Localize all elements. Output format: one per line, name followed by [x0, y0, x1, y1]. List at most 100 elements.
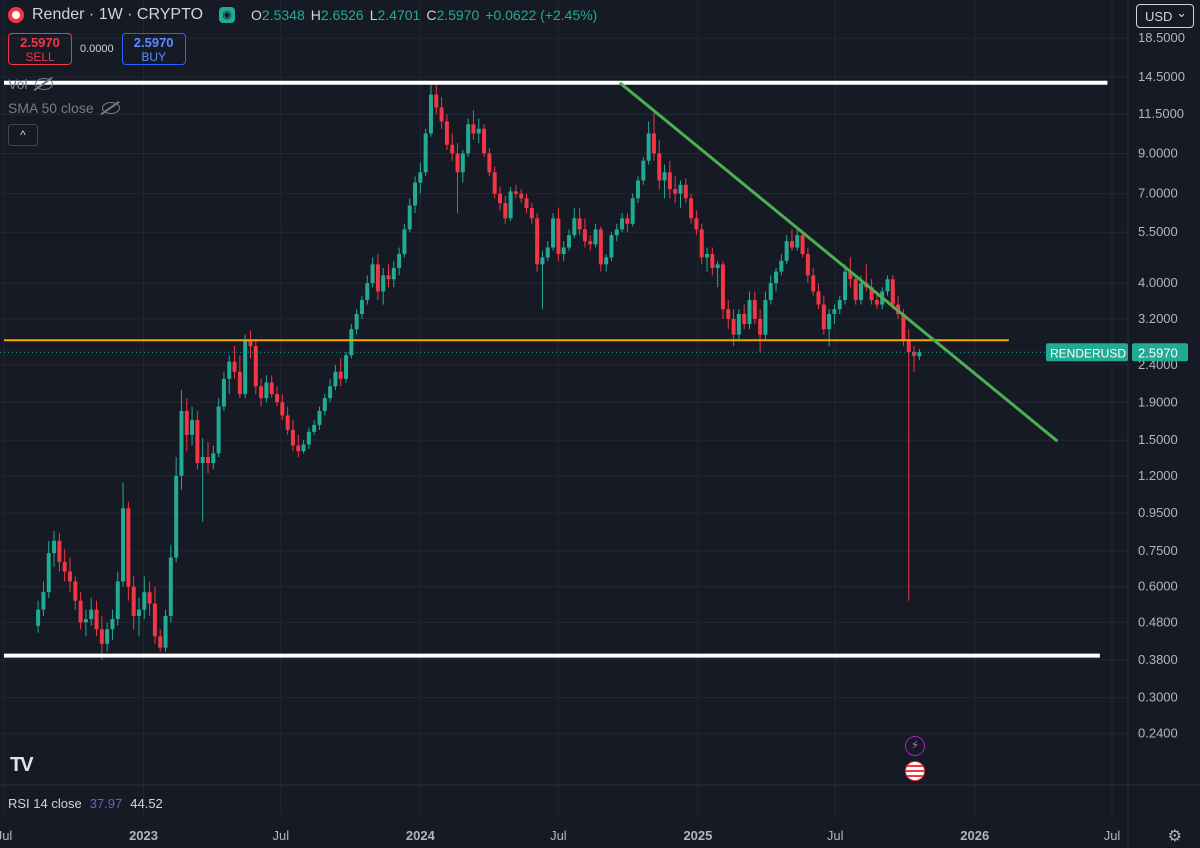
candle-body	[460, 153, 465, 173]
candle-body	[359, 300, 364, 314]
candle-body	[508, 191, 513, 219]
candle-body	[529, 207, 534, 219]
candle-body	[784, 241, 789, 261]
y-tick-label: 14.5000	[1138, 69, 1185, 84]
candle-body	[742, 313, 747, 324]
symbol-badge	[1046, 343, 1128, 362]
candle-body	[705, 254, 710, 258]
candle-body	[710, 254, 715, 268]
x-tick-label: Jul	[550, 828, 567, 843]
candle-body	[163, 615, 168, 648]
candle-body	[858, 283, 863, 301]
tradingview-logo-icon[interactable]: TV	[10, 754, 34, 776]
y-tick-label: 0.2400	[1138, 725, 1178, 740]
y-tick-label: 11.5000	[1138, 106, 1184, 121]
candle-body	[248, 340, 253, 347]
volume-indicator[interactable]: Vol	[8, 76, 54, 92]
candle-body	[328, 386, 333, 399]
render-logo-icon	[8, 7, 24, 23]
candle-body	[375, 264, 380, 292]
y-tick-label: 0.4800	[1138, 614, 1178, 629]
candle-body	[582, 229, 587, 242]
candle-body	[211, 453, 216, 464]
candle-body	[206, 456, 211, 464]
candle-body	[290, 429, 295, 446]
candle-body	[264, 382, 269, 399]
buy-button[interactable]: 2.5970 BUY	[121, 33, 186, 65]
x-tick-label: 2023	[129, 828, 158, 843]
candle-body	[901, 313, 906, 341]
candle-body	[41, 592, 46, 610]
sma-indicator[interactable]: SMA 50 close	[8, 100, 120, 116]
candle-body	[99, 629, 104, 644]
candle-body	[551, 218, 556, 248]
candle-body	[52, 540, 57, 554]
y-tick-label: 1.2000	[1138, 468, 1178, 483]
candle-body	[657, 153, 662, 181]
candle-body	[890, 279, 895, 305]
candle-body	[832, 309, 837, 314]
candle-body	[482, 128, 487, 154]
currency-select[interactable]: USD	[1136, 1, 1194, 28]
visibility-icon[interactable]: ◉	[219, 7, 236, 23]
candle-body	[625, 218, 630, 224]
candle-body	[280, 402, 285, 416]
candle-body	[94, 609, 99, 630]
last-price-label: 2.5970	[1138, 345, 1178, 360]
candle-body	[46, 553, 51, 593]
candle-body	[232, 361, 237, 372]
us-flag-event-icon[interactable]	[905, 761, 925, 781]
x-tick-label: Jul	[272, 828, 289, 843]
candle-body	[604, 257, 609, 265]
candle-body	[402, 229, 407, 255]
candle-body	[338, 371, 343, 379]
candle-body	[800, 235, 805, 255]
candle-body	[349, 329, 354, 356]
candle-body	[428, 94, 433, 134]
candle-body	[317, 410, 322, 425]
last-price-badge	[1132, 343, 1188, 362]
candle-body	[540, 257, 545, 265]
candle-body	[227, 361, 232, 379]
collapse-legend-button[interactable]: ^	[8, 124, 38, 146]
event-lightning-icon[interactable]: ⚡	[905, 736, 925, 756]
candle-body	[503, 203, 508, 219]
candle-body	[524, 198, 529, 208]
candle-body	[874, 300, 879, 305]
settings-gear-icon[interactable]: ⚙	[1167, 828, 1182, 845]
candle-body	[641, 160, 646, 181]
candle-body	[689, 198, 694, 219]
candle-body	[519, 193, 524, 199]
candle-body	[535, 218, 540, 265]
candle-body	[646, 133, 651, 161]
candle-body	[736, 313, 741, 335]
candle-body	[450, 144, 455, 154]
y-tick-label: 3.2000	[1138, 311, 1178, 326]
candle-body	[344, 355, 349, 379]
candle-body	[805, 254, 810, 276]
candle-body	[131, 586, 136, 616]
y-tick-label: 4.0000	[1138, 275, 1178, 290]
candle-body	[83, 619, 88, 623]
candle-body	[413, 182, 418, 206]
candle-body	[683, 184, 688, 199]
candle-body	[720, 264, 725, 310]
candle-body	[126, 508, 131, 587]
candle-body	[386, 275, 391, 280]
y-tick-label: 1.9000	[1138, 394, 1178, 409]
candle-body	[545, 247, 550, 258]
hidden-eye-icon[interactable]	[101, 102, 120, 114]
candle-body	[407, 205, 412, 230]
x-tick-label: 2026	[960, 828, 989, 843]
candle-body	[57, 540, 62, 563]
sell-button[interactable]: 2.5970 SELL	[8, 33, 72, 65]
hidden-eye-icon[interactable]	[35, 78, 54, 90]
candle-body	[158, 636, 163, 648]
rsi-legend[interactable]: RSI 14 close 37.97 44.52	[8, 796, 163, 811]
candle-body	[561, 247, 566, 255]
symbol-title[interactable]: Render · 1W · CRYPTO	[32, 6, 204, 23]
candle-body	[917, 352, 922, 357]
candle-body	[301, 444, 306, 452]
candle-body	[662, 172, 667, 181]
